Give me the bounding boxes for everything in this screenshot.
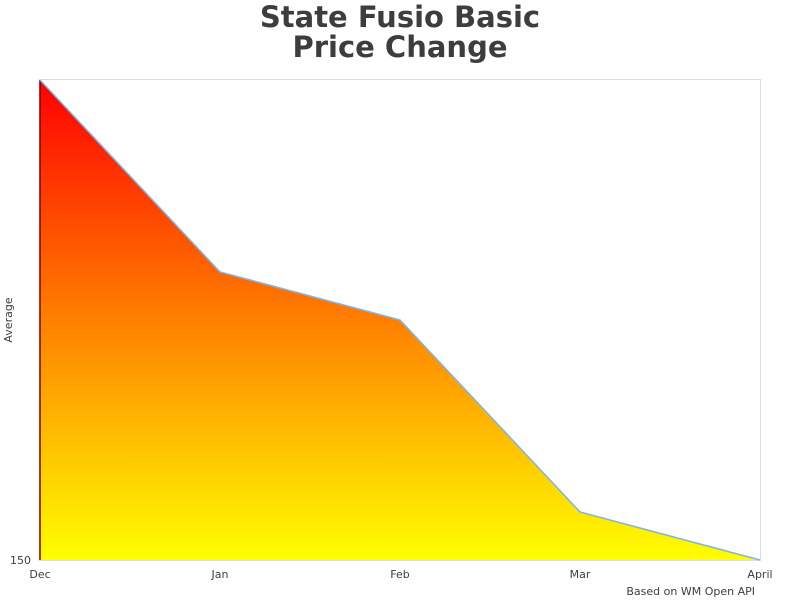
area-series xyxy=(39,79,761,561)
credit-text[interactable]: Based on WM Open API xyxy=(626,585,755,598)
x-tick-label-jan: Jan xyxy=(211,568,229,581)
x-tick-label-dec: Dec xyxy=(29,568,50,581)
x-axis: Dec Jan Feb Mar April xyxy=(29,568,772,581)
chart-title: State Fusio Basic Price Change xyxy=(0,2,800,62)
series-line xyxy=(39,79,761,561)
y-tick-label-150: 150 xyxy=(10,554,31,567)
x-tick-label-mar: Mar xyxy=(570,568,591,581)
x-tick-label-feb: Feb xyxy=(390,568,409,581)
y-axis-label: Average xyxy=(2,297,15,342)
chart-title-line-2: Price Change xyxy=(292,30,508,64)
y-axis: 150 xyxy=(10,554,31,567)
x-tick-label-april: April xyxy=(747,568,772,581)
chart-title-line-1: State Fusio Basic xyxy=(259,0,541,34)
